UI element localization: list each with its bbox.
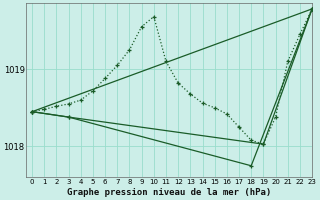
X-axis label: Graphe pression niveau de la mer (hPa): Graphe pression niveau de la mer (hPa)	[67, 188, 271, 197]
